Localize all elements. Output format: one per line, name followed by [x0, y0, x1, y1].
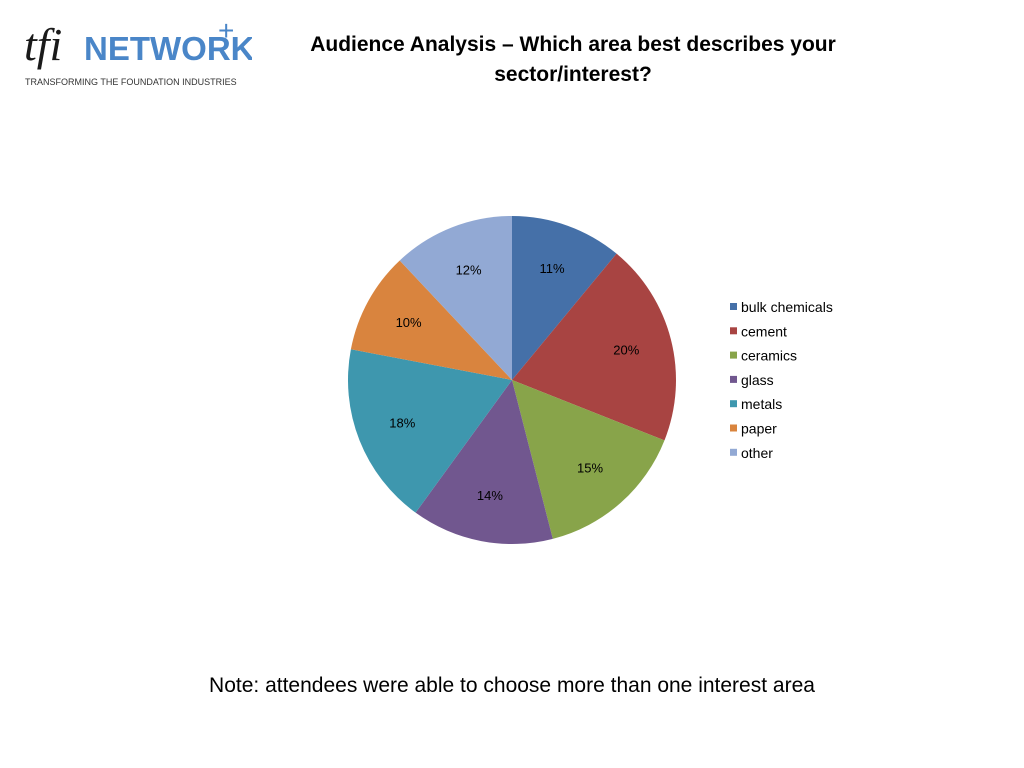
logo-tagline: TRANSFORMING THE FOUNDATION INDUSTRIES — [25, 77, 237, 87]
pie-slice-metals — [347, 349, 512, 513]
pie-slice-cement — [512, 253, 676, 441]
legend-label-other: other — [741, 445, 773, 461]
pie-slice-bulk-chemicals — [512, 216, 617, 380]
data-label-ceramics: 15% — [577, 461, 603, 476]
logo-plus: + — [218, 15, 234, 46]
tfi-network-logo: tfi NETWORK + TRANSFORMING THE FOUNDATIO… — [22, 8, 252, 93]
legend-label-glass: glass — [741, 372, 774, 388]
legend-swatch-ceramics — [730, 351, 737, 359]
legend-swatch-glass — [730, 375, 737, 383]
legend-swatch-bulk-chemicals — [730, 303, 737, 310]
legend-label-cement: cement — [741, 323, 787, 339]
page-title: Audience Analysis – Which area best desc… — [268, 30, 878, 90]
legend-swatch-cement — [730, 327, 737, 335]
pie-slice-other — [399, 216, 512, 380]
legend-swatch-paper — [730, 424, 737, 432]
legend-swatch-metals — [730, 400, 737, 408]
logo-graphic: tfi NETWORK + TRANSFORMING THE FOUNDATIO… — [24, 15, 252, 87]
data-label-bulk-chemicals: 11% — [539, 261, 564, 276]
data-label-other: 12% — [456, 262, 482, 277]
legend-label-bulk-chemicals: bulk chemicals — [741, 299, 833, 315]
pie-slice-ceramics — [512, 380, 665, 539]
footnote: Note: attendees were able to choose more… — [209, 674, 815, 697]
legend-label-ceramics: ceramics — [741, 348, 797, 364]
title-line-2: sector/interest? — [494, 63, 652, 86]
logo-mark: tfi — [24, 19, 62, 70]
data-label-cement: 20% — [613, 343, 639, 358]
pie-slice-paper — [350, 260, 512, 380]
legend-swatch-other — [730, 448, 737, 456]
title-line-1: Audience Analysis – Which area best desc… — [310, 33, 836, 56]
legend-label-metals: metals — [741, 396, 782, 412]
pie-slice-glass — [415, 380, 553, 545]
legend-label-paper: paper — [741, 421, 777, 437]
logo-name: NETWORK — [84, 30, 252, 67]
data-label-glass: 14% — [477, 488, 503, 503]
data-label-paper: 10% — [396, 315, 422, 330]
data-label-metals: 18% — [389, 415, 415, 430]
